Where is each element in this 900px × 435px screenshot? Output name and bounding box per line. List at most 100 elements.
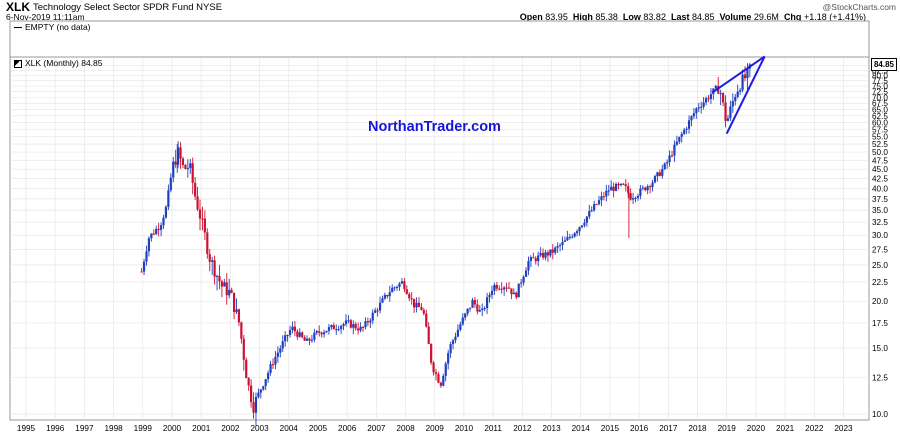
candle-body bbox=[661, 169, 664, 176]
candle-body bbox=[658, 172, 661, 176]
candle-body bbox=[427, 326, 430, 345]
candle-body bbox=[729, 106, 732, 119]
x-tick-label: 2010 bbox=[455, 424, 474, 433]
candle-body bbox=[627, 186, 630, 194]
timestamp: 6-Nov-2019 11:11am bbox=[6, 12, 85, 22]
candle-body bbox=[242, 338, 245, 360]
candle-body bbox=[447, 353, 450, 364]
candle-body bbox=[142, 261, 146, 272]
candle-body bbox=[172, 161, 175, 178]
candle-body bbox=[563, 240, 567, 242]
candle-body bbox=[614, 184, 618, 191]
candle-body bbox=[249, 385, 253, 403]
candle-body bbox=[631, 198, 635, 200]
candle-body bbox=[700, 106, 703, 108]
candle-body bbox=[498, 288, 501, 290]
low-value: 83.82 bbox=[643, 12, 666, 22]
candle-body bbox=[388, 292, 391, 297]
candle-body bbox=[164, 206, 168, 218]
x-tick-label: 2004 bbox=[280, 424, 299, 433]
candle-body bbox=[403, 281, 406, 290]
candle-body bbox=[641, 187, 644, 189]
candle-body bbox=[189, 163, 192, 168]
candle-body bbox=[218, 275, 221, 282]
candle-body bbox=[393, 287, 396, 289]
y-tick-label: 60.0 bbox=[872, 118, 888, 127]
candle-body bbox=[522, 276, 525, 283]
y-tick-label: 15.0 bbox=[872, 344, 888, 353]
candle-body bbox=[269, 364, 272, 373]
candle-body bbox=[305, 338, 309, 341]
candle-body bbox=[245, 359, 248, 379]
candle-body bbox=[500, 288, 503, 290]
candle-body bbox=[590, 210, 593, 212]
candle-body bbox=[437, 374, 440, 383]
candle-body bbox=[478, 310, 481, 312]
x-tick-label: 2017 bbox=[659, 424, 678, 433]
y-tick-label: 47.5 bbox=[872, 156, 888, 165]
candle-body bbox=[670, 155, 674, 157]
candle-body bbox=[605, 190, 608, 197]
candle-body bbox=[449, 344, 452, 354]
candle-body bbox=[196, 196, 199, 210]
x-tick-label: 2000 bbox=[163, 424, 182, 433]
x-tick-label: 1995 bbox=[17, 424, 36, 433]
candle-body bbox=[313, 332, 316, 340]
candle-body bbox=[203, 218, 206, 233]
candle-body bbox=[415, 302, 418, 308]
candle-body bbox=[230, 289, 233, 293]
last-label: Last bbox=[670, 12, 690, 22]
candle-body bbox=[152, 233, 155, 235]
candle-body bbox=[335, 329, 338, 331]
candle-body bbox=[259, 389, 262, 393]
candle-body bbox=[235, 309, 238, 313]
candle-body bbox=[466, 308, 469, 314]
candle-body bbox=[198, 209, 202, 219]
candle-body bbox=[515, 292, 518, 298]
candle-body bbox=[717, 85, 720, 94]
candle-body bbox=[714, 85, 717, 89]
candle-body bbox=[347, 320, 350, 322]
candle-body bbox=[549, 249, 552, 256]
candle-body bbox=[524, 270, 528, 277]
candle-body bbox=[364, 321, 367, 328]
y-tick-label: 80.0 bbox=[872, 72, 888, 81]
y-tick-label: 82.5 bbox=[872, 67, 888, 76]
empty-panel-label-text: EMPTY (no data) bbox=[25, 22, 91, 32]
candle-body bbox=[361, 326, 365, 328]
candle-body bbox=[702, 102, 705, 107]
main-panel-label: XLK (Monthly) 84.85 bbox=[14, 58, 102, 68]
candle-body bbox=[286, 334, 289, 336]
candle-body bbox=[505, 287, 508, 289]
candle-body bbox=[573, 233, 576, 237]
candle-body bbox=[490, 290, 494, 296]
candle-body bbox=[663, 163, 666, 170]
candle-body bbox=[274, 356, 277, 365]
x-tick-label: 2013 bbox=[542, 424, 561, 433]
candle-body bbox=[697, 107, 700, 109]
x-tick-label: 2022 bbox=[805, 424, 824, 433]
y-tick-label: 17.5 bbox=[872, 319, 888, 328]
candle-body bbox=[400, 281, 404, 284]
candle-body bbox=[736, 91, 739, 97]
y-tick-label: 52.5 bbox=[872, 140, 888, 149]
candle-body bbox=[600, 196, 603, 201]
candle-body bbox=[617, 184, 620, 186]
candle-body bbox=[692, 113, 696, 117]
candle-body bbox=[327, 327, 331, 331]
y-tick-label: 72.5 bbox=[872, 88, 888, 97]
candle-body bbox=[588, 210, 591, 217]
candle-body bbox=[223, 282, 226, 287]
candle-body bbox=[169, 177, 172, 191]
x-tick-label: 2011 bbox=[484, 424, 502, 433]
candle-body bbox=[220, 281, 224, 287]
stockcharts-credit[interactable]: @StockCharts.com bbox=[822, 2, 896, 12]
x-tick-label: 2008 bbox=[396, 424, 415, 433]
candle-body bbox=[602, 196, 605, 198]
candle-body bbox=[376, 310, 379, 312]
candle-body bbox=[493, 285, 496, 291]
candle-body bbox=[634, 197, 637, 199]
candle-body bbox=[344, 320, 348, 325]
candle-body bbox=[432, 362, 435, 373]
x-tick-label: 2015 bbox=[601, 424, 620, 433]
